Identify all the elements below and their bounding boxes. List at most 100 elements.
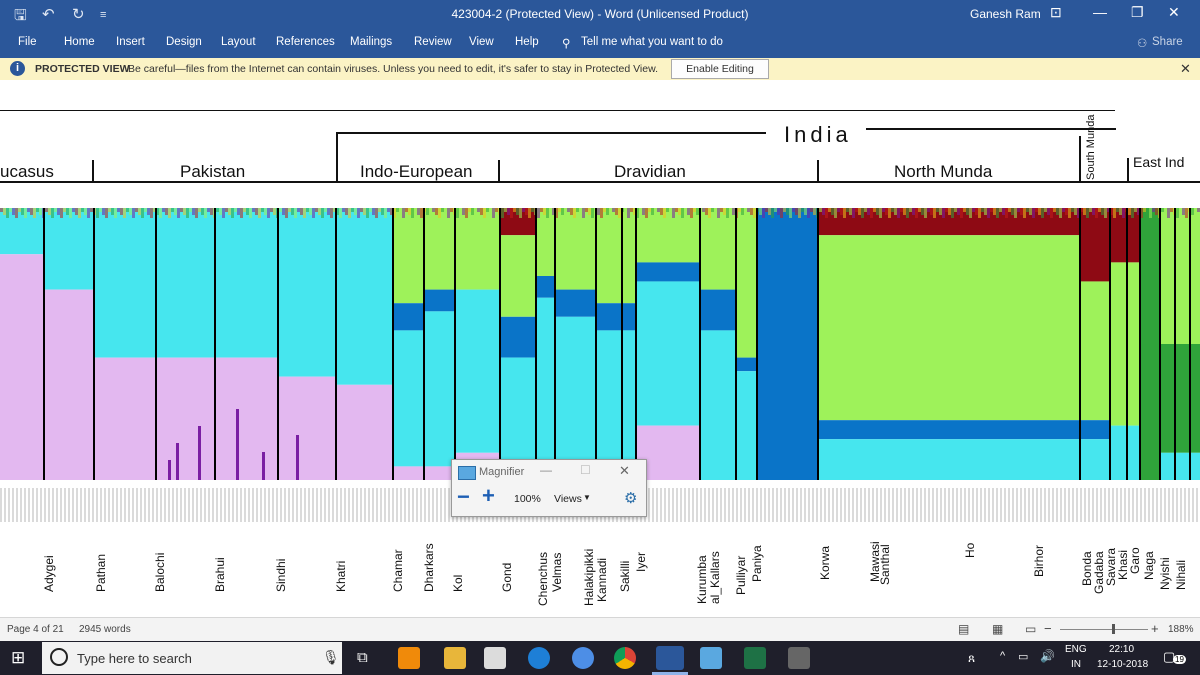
ancestry-noise [831,208,834,215]
page-count[interactable]: Page 4 of 21 [7,624,64,635]
notifications-icon[interactable]: ▢ [1163,649,1176,664]
edge-icon[interactable] [528,647,550,669]
ancestry-noise [234,208,237,212]
save-icon[interactable]: 🖫 [14,7,27,24]
ancestry-noise [1002,208,1005,215]
pop-label: al_Kallars [708,551,722,604]
region-south-munda: South Munda [1085,114,1097,180]
ancestry-noise [387,208,390,212]
close-icon[interactable]: ✕ [1168,4,1180,20]
user-name[interactable]: Ganesh Ram [970,7,1041,21]
tab-help[interactable]: Help [515,36,539,48]
tab-mailings[interactable]: Mailings [350,36,393,48]
word-count[interactable]: 2945 words [79,624,131,635]
file-explorer-icon[interactable] [444,647,466,669]
ancestry-noise [114,208,117,218]
vlc-icon[interactable] [398,647,420,669]
ancestry-segment [278,208,336,377]
ancestry-noise [897,208,900,218]
ancestry-noise [1122,208,1125,218]
ancestry-noise [774,208,777,212]
minimize-icon[interactable]: — [1093,4,1107,20]
tell-me-box[interactable]: Tell me what you want to do [581,36,723,48]
customize-quick-access-icon[interactable]: ≡ [100,9,107,21]
read-mode-icon[interactable]: ▤ [958,622,970,636]
gear-icon[interactable]: ⚙ [624,490,638,507]
ancestry-noise [720,208,723,212]
ancestry-noise [102,208,105,215]
web-layout-icon[interactable]: ▭ [1025,622,1037,636]
people-icon[interactable]: ጸ [968,651,976,665]
share-icon[interactable]: ⚇ [1137,38,1148,50]
tab-insert[interactable]: Insert [116,36,145,48]
store-icon[interactable] [484,647,506,669]
zoom-minus-icon[interactable]: − [1044,621,1052,636]
language-primary[interactable]: ENG [1065,644,1087,655]
ancestry-noise [1026,208,1029,212]
tab-layout[interactable]: Layout [221,36,256,48]
ancestry-noise [36,208,39,212]
zoom-slider-thumb[interactable] [1112,624,1115,634]
zoom-plus-icon[interactable]: + [1151,621,1159,636]
task-view-icon[interactable]: ⧉ [357,649,368,666]
windows-start-icon[interactable]: ⊞ [11,648,26,667]
ancestry-noise [402,208,405,218]
ancestry-noise [906,208,909,218]
ancestry-noise [1041,208,1044,218]
lightbulb-icon[interactable]: ⚲ [562,38,571,50]
close-bar-icon[interactable]: ✕ [1180,61,1191,76]
word-taskbar-icon[interactable] [656,646,684,670]
ancestry-noise [600,208,603,218]
magnifier-close-icon[interactable]: ✕ [619,463,630,478]
show-hidden-icons-icon[interactable]: ^ [1000,650,1006,662]
chevron-down-icon[interactable]: ▼ [583,493,591,502]
ancestry-segment [94,357,156,480]
share-button[interactable]: Share [1152,36,1183,48]
ancestry-noise [192,208,195,215]
language-secondary[interactable]: IN [1071,659,1081,670]
tab-view[interactable]: View [469,36,494,48]
ancestry-segment [44,289,94,480]
tab-file[interactable]: File [18,36,37,48]
ancestry-noise [966,208,969,215]
zoom-in-icon[interactable]: + [482,483,495,508]
calculator-icon[interactable] [788,647,810,669]
undo-icon[interactable]: ↶ [42,6,55,23]
ancestry-noise [306,208,309,212]
excel-icon[interactable] [744,647,766,669]
views-dropdown[interactable]: Views [554,493,582,505]
ancestry-noise [135,208,138,212]
ancestry-segment [1080,420,1110,440]
magnifier-minimize-icon[interactable]: — [540,463,552,477]
pop-label: Adygei [42,555,56,592]
chromium-icon[interactable] [572,647,594,669]
ancestry-noise [963,208,966,212]
print-layout-icon[interactable]: ▦ [992,622,1004,636]
tab-home[interactable]: Home [64,36,95,48]
ancestry-noise [222,208,225,218]
taskbar: ⊞ Type here to search 🎙 ⧉ ጸ ^ ▭ 🔊 ENG IN… [0,641,1200,675]
microphone-icon[interactable]: 🎙 [322,649,340,665]
india-bracket-right [866,128,1116,130]
zoom-slider-track[interactable] [1060,629,1148,630]
restore-icon[interactable]: ❐ [1131,4,1144,20]
enable-editing-button[interactable]: Enable Editing [671,59,769,79]
battery-icon[interactable]: ▭ [1018,651,1029,663]
zoom-level[interactable]: 188% [1168,624,1194,635]
chrome-icon[interactable] [614,647,636,669]
tab-references[interactable]: References [276,36,335,48]
protected-view-label: PROTECTED VIEW [35,63,130,75]
redo-icon[interactable]: ↻ [72,6,85,23]
ancestry-segment [536,297,555,480]
clock-time[interactable]: 22:10 [1109,644,1135,655]
magnifier-maximize-icon[interactable]: ☐ [580,463,591,477]
tab-design[interactable]: Design [166,36,202,48]
taskbar-search[interactable]: Type here to search 🎙 [42,642,342,674]
volume-icon[interactable]: 🔊 [1040,649,1055,663]
ribbon-display-icon[interactable]: ⊡ [1050,4,1062,20]
clock-date[interactable]: 12-10-2018 [1097,659,1149,670]
magnifier-taskbar-icon[interactable] [700,647,722,669]
tab-review[interactable]: Review [414,36,452,48]
region-india: India [784,122,852,147]
zoom-out-icon[interactable]: − [457,484,470,509]
